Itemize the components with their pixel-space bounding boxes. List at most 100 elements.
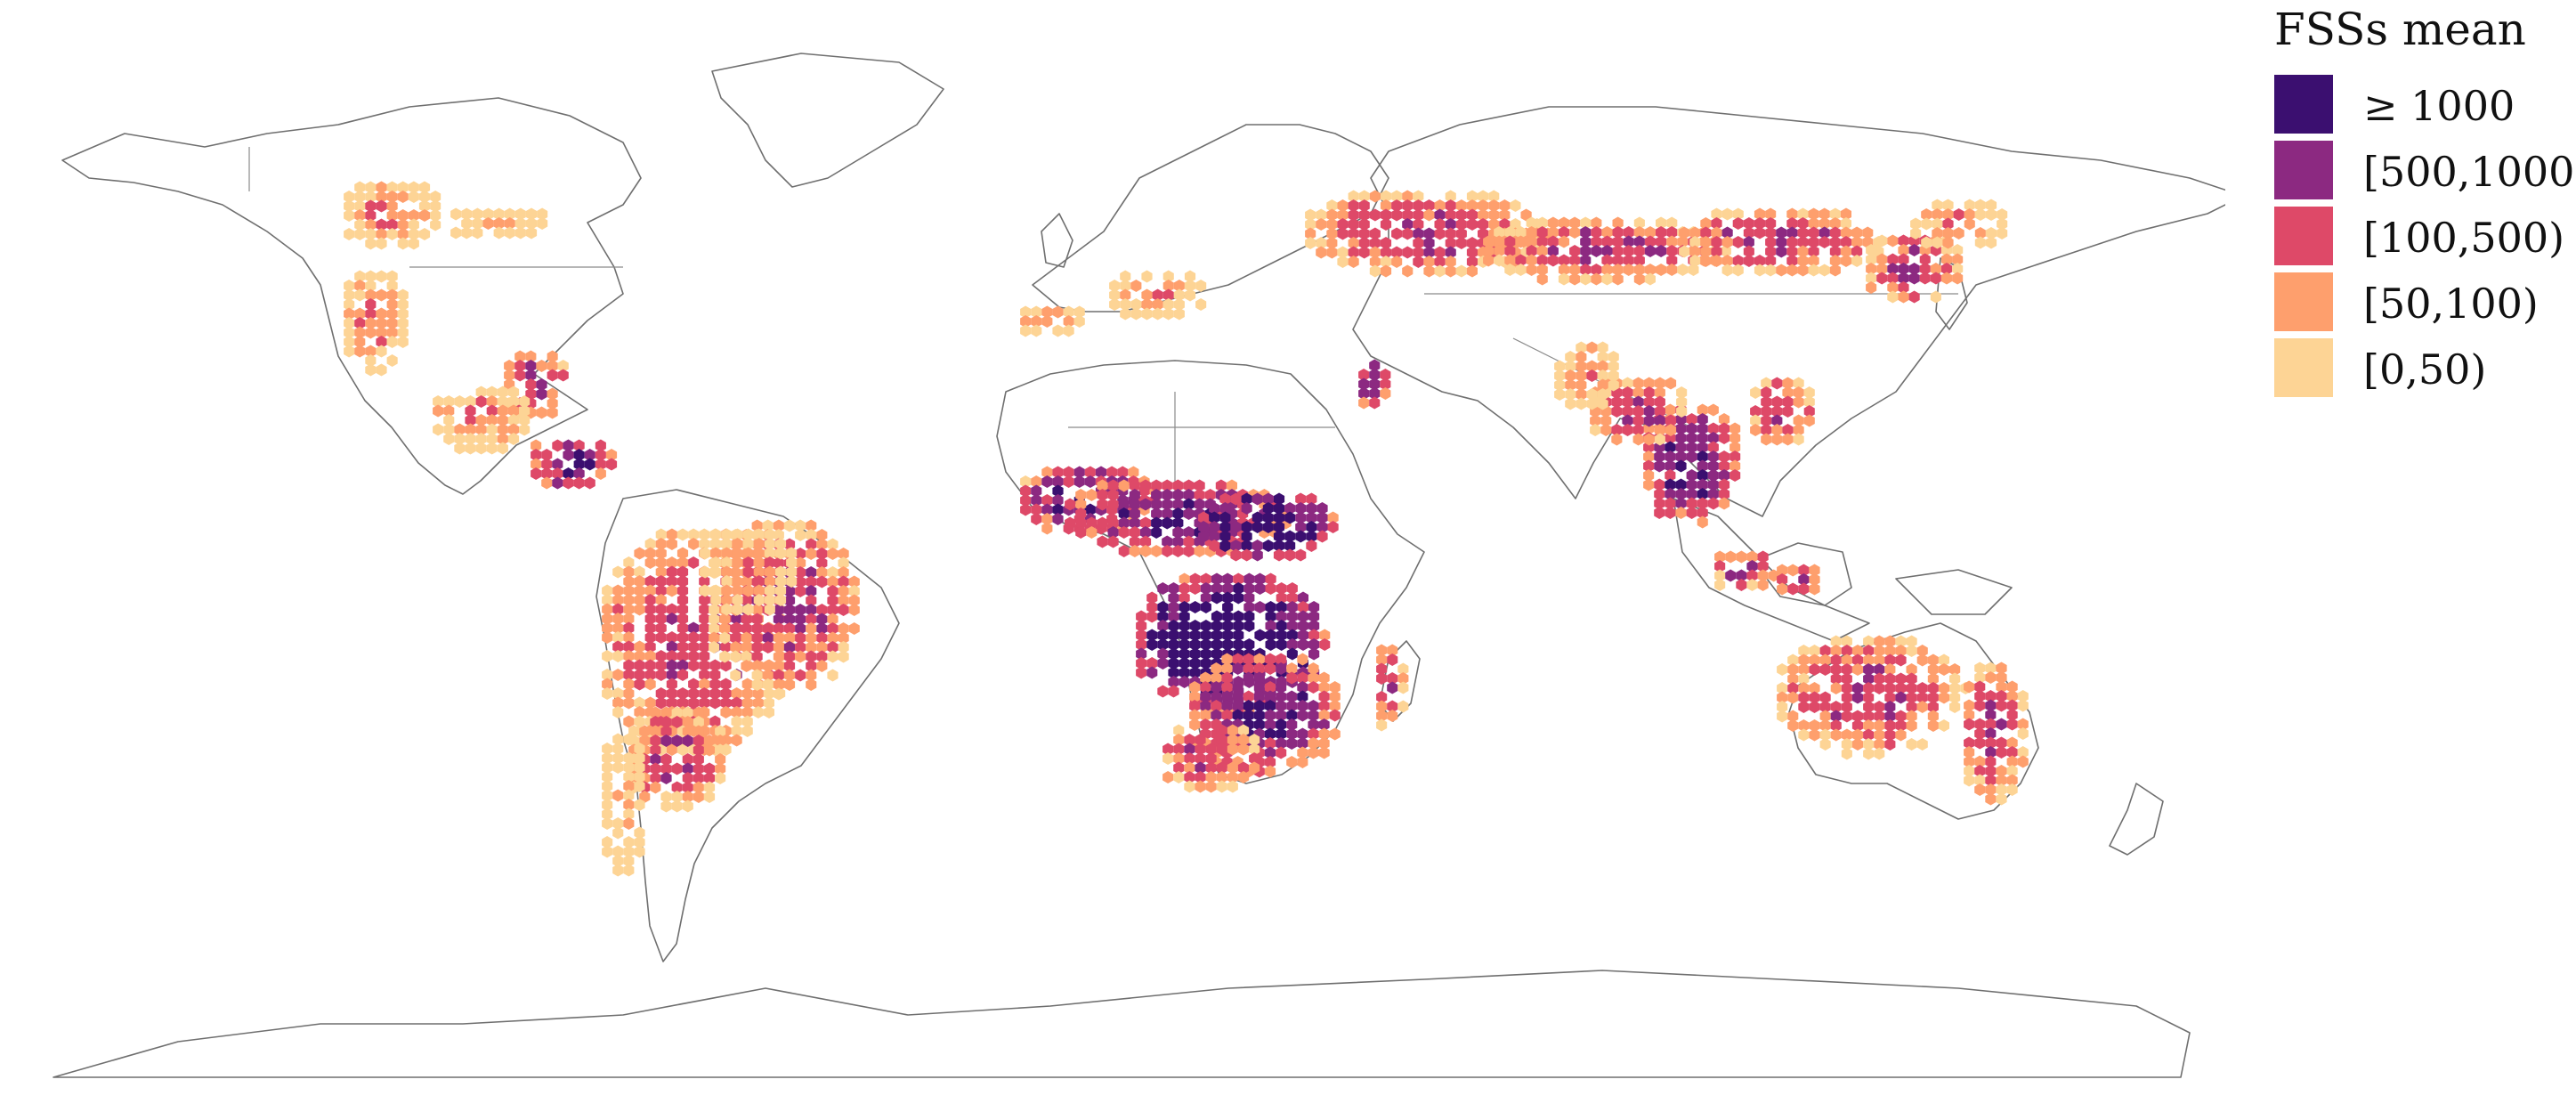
legend-swatch: [2274, 338, 2333, 397]
hex-bin: [1297, 610, 1308, 623]
hex-bin: [595, 467, 606, 480]
hex-bin: [1139, 545, 1152, 557]
hex-bin: [1286, 756, 1298, 768]
hex-bin: [497, 395, 508, 408]
hex-bin: [1308, 709, 1319, 722]
hex-bin: [1547, 235, 1559, 248]
hex-bin: [1632, 386, 1644, 399]
hex-bin: [1841, 635, 1852, 648]
hex-bin: [1714, 560, 1726, 572]
hex-bin: [720, 678, 732, 691]
hex-bin: [1996, 690, 2007, 702]
hex-bin: [693, 791, 704, 803]
hex-bin: [655, 621, 667, 635]
hex-bin: [1139, 535, 1152, 548]
hex-bin: [753, 565, 765, 579]
hex-bin: [1097, 516, 1108, 530]
hex-bin: [1697, 413, 1708, 426]
hex-bin: [644, 613, 656, 625]
hex-bin: [1819, 264, 1830, 277]
hex-bin: [634, 751, 645, 765]
hex-bin: [1887, 253, 1899, 266]
hex-bin: [644, 584, 656, 597]
hex-bin: [1612, 216, 1624, 230]
hex-bin: [1863, 645, 1875, 657]
hex-bin: [693, 772, 704, 784]
hex-bin: [676, 650, 689, 662]
hex-bin: [1985, 199, 1997, 212]
hex-bin: [1146, 657, 1158, 670]
hex-bin: [795, 604, 806, 616]
hex-bin: [676, 594, 689, 606]
hex-bin: [1665, 507, 1676, 519]
hex-bin: [693, 762, 704, 775]
hex-bin: [710, 594, 722, 606]
hex-bin: [1689, 236, 1701, 248]
hex-bin: [386, 191, 398, 203]
hex-bin: [710, 538, 722, 550]
hex-bin: [344, 307, 355, 321]
hex-bin: [1504, 254, 1516, 267]
hex-bin: [1494, 226, 1505, 239]
hex-bin: [525, 369, 537, 382]
hex-bin: [1466, 246, 1478, 259]
hex-bin: [1921, 208, 1932, 221]
hex-bin: [1787, 653, 1799, 667]
hex-bin: [1162, 280, 1174, 292]
hex-bin: [1793, 395, 1804, 409]
hex-bin: [1276, 746, 1287, 759]
hex-bin: [1787, 691, 1799, 704]
hex-bin: [454, 395, 466, 408]
hex-bin: [703, 772, 716, 784]
hex-bin: [1665, 459, 1676, 473]
hex-bin: [1369, 359, 1381, 372]
hex-bin: [1565, 388, 1576, 401]
hex-bin: [1172, 516, 1184, 530]
hex-bin: [1808, 264, 1819, 277]
legend: FSSs mean ≥ 1000 [500,1000) [100,500) [5…: [2274, 0, 2576, 410]
hex-bin: [1297, 620, 1308, 632]
hex-bin: [666, 631, 677, 644]
hex-bin: [1697, 507, 1708, 519]
hex-bin: [397, 336, 409, 348]
hex-bin: [1232, 681, 1243, 694]
hex-bin: [1676, 386, 1688, 399]
hex-bin: [816, 566, 828, 579]
hex-bin: [612, 613, 624, 625]
hex-bin: [1930, 290, 1941, 304]
hex-bin: [816, 604, 828, 616]
hex-bin: [2017, 755, 2029, 768]
hex-bin: [1787, 672, 1799, 686]
hex-bin: [764, 528, 775, 541]
hex-bin: [634, 650, 645, 662]
hex-bin: [1262, 540, 1274, 552]
hex-bin: [1569, 245, 1581, 257]
hex-bin: [1494, 245, 1505, 257]
hex-bin: [816, 529, 828, 541]
hex-bin: [1445, 218, 1456, 231]
hex-bin: [443, 414, 455, 426]
hex-bin: [666, 650, 677, 662]
hex-bin: [1179, 601, 1190, 613]
hex-bin: [1387, 700, 1398, 713]
hex-bin: [1504, 245, 1516, 257]
hex-bin: [1233, 572, 1244, 586]
hex-bin: [676, 631, 689, 644]
hex-bin: [1237, 734, 1250, 746]
hex-bin: [1536, 226, 1548, 239]
hex-bin: [433, 404, 444, 418]
hex-bin: [1676, 395, 1688, 409]
hex-bin: [1483, 245, 1495, 257]
hex-bin: [1974, 236, 1986, 249]
hex-bin: [1173, 771, 1185, 783]
hex-bin: [386, 181, 398, 194]
hex-bin: [1732, 207, 1744, 221]
hex-bin: [1974, 208, 1986, 221]
hex-bin: [1949, 672, 1961, 686]
hex-bin: [1168, 676, 1179, 688]
hex-bin: [666, 687, 677, 700]
hex-bin: [634, 743, 645, 755]
hex-bin: [1276, 638, 1287, 651]
hex-bin: [1157, 638, 1169, 651]
hex-bin: [1241, 530, 1252, 543]
